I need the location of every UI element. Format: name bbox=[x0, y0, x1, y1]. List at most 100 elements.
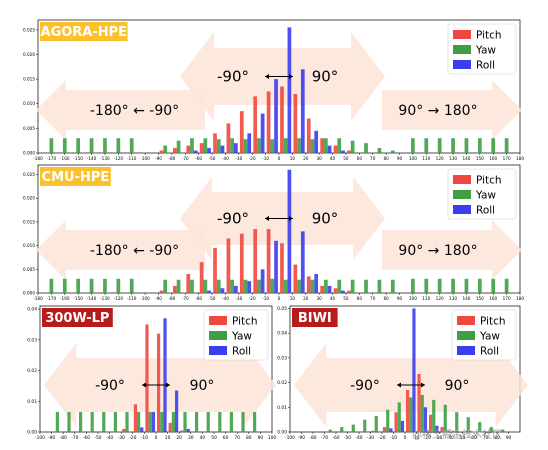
legend-swatch-yaw bbox=[453, 190, 471, 199]
bar-roll bbox=[274, 79, 278, 153]
x-tick-label: -100 bbox=[140, 296, 150, 301]
bar-roll bbox=[423, 407, 428, 432]
bar-pitch bbox=[266, 91, 271, 153]
x-tick-label: 90 bbox=[258, 435, 264, 441]
legend-label-yaw: Yaw bbox=[475, 190, 496, 202]
bar-yaw bbox=[390, 279, 395, 293]
bar-roll bbox=[207, 148, 211, 153]
legend-label-roll: Roll bbox=[232, 346, 251, 358]
x-tick-label: 70 bbox=[370, 156, 376, 161]
annotation-inner-right: 90° bbox=[445, 378, 470, 394]
bar-pitch bbox=[239, 111, 244, 153]
x-tick-label: -30 bbox=[118, 435, 125, 441]
bar-yaw bbox=[464, 138, 469, 153]
legend-label-roll: Roll bbox=[476, 60, 495, 72]
bar-yaw bbox=[310, 139, 315, 153]
bar-yaw bbox=[491, 278, 496, 293]
x-tick-label: -90 bbox=[155, 156, 162, 161]
x-tick-label: -60 bbox=[195, 296, 202, 301]
x-tick-label: -20 bbox=[249, 156, 256, 161]
bar-roll bbox=[140, 427, 144, 432]
x-ticks: -100 -90 -80 -70 -60 -50 -40 -30 -20 -10 0 10 20 30 40… bbox=[285, 432, 511, 441]
chart-title: CMU-HPE bbox=[42, 170, 110, 185]
bar-pitch bbox=[382, 427, 387, 432]
x-tick-label: 80 bbox=[246, 435, 252, 441]
bar-roll bbox=[287, 169, 292, 293]
bar-yaw bbox=[257, 279, 261, 293]
bar-yaw bbox=[136, 412, 141, 432]
bar-roll bbox=[314, 274, 319, 293]
x-tick-label: -180 bbox=[33, 156, 43, 161]
legend-label-roll: Roll bbox=[476, 205, 495, 217]
x-tick-label: -110 bbox=[127, 156, 137, 161]
x-tick-label: 80 bbox=[383, 296, 389, 301]
bar-roll bbox=[341, 150, 345, 153]
x-tick-label: -170 bbox=[47, 296, 57, 301]
x-tick-label: 140 bbox=[462, 156, 470, 161]
x-tick-label: -100 bbox=[140, 156, 150, 161]
bars bbox=[49, 27, 509, 153]
title-badge bbox=[292, 308, 338, 327]
bar-roll bbox=[389, 428, 393, 432]
x-tick-label: 70 bbox=[370, 296, 376, 301]
x-tick-label: -60 bbox=[332, 435, 339, 441]
x-tick-label: -40 bbox=[222, 296, 229, 301]
y-tick-label: 0.015 bbox=[23, 77, 35, 82]
y-tick-label: 0.025 bbox=[23, 172, 35, 177]
bar-yaw bbox=[324, 279, 328, 293]
bar-yaw bbox=[409, 397, 413, 432]
x-tick-label: 20 bbox=[303, 296, 309, 301]
bar-yaw bbox=[252, 412, 257, 432]
x-tick-label: 90 bbox=[506, 435, 512, 441]
bar-pitch bbox=[226, 123, 231, 153]
x-tick-label: 30 bbox=[188, 435, 194, 441]
x-tick-label: -70 bbox=[182, 296, 189, 301]
x-tick-label: 60 bbox=[357, 296, 363, 301]
bar-yaw bbox=[230, 279, 234, 293]
y-tick-label: 0.010 bbox=[23, 243, 35, 248]
bar-pitch bbox=[173, 285, 177, 293]
bar-pitch bbox=[159, 290, 164, 293]
x-tick-label: -100 bbox=[285, 435, 295, 441]
x-tick-label: 160 bbox=[489, 296, 497, 301]
x-tick-label: -50 bbox=[344, 435, 351, 441]
x-tick-label: 120 bbox=[436, 156, 444, 161]
bar-pitch bbox=[394, 412, 398, 432]
y-tick-label: 0.000 bbox=[23, 151, 35, 156]
bar-yaw bbox=[386, 409, 390, 432]
bar-roll bbox=[247, 281, 252, 293]
annotation-outer-right: 90° → 180° bbox=[398, 243, 477, 259]
title-badge bbox=[42, 308, 113, 327]
y-tick-label: 0.02 bbox=[27, 368, 37, 374]
bar-yaw bbox=[424, 138, 429, 153]
bar-roll bbox=[260, 113, 265, 153]
y-tick-label: 0.01 bbox=[277, 405, 287, 411]
bar-roll bbox=[175, 390, 179, 432]
y-tick-label: 0.025 bbox=[23, 27, 35, 32]
bar-roll bbox=[446, 430, 451, 432]
bar-pitch bbox=[333, 145, 338, 153]
x-tick-label: 50 bbox=[343, 156, 349, 161]
legend-label-roll: Roll bbox=[480, 346, 499, 358]
bar-roll bbox=[220, 145, 225, 153]
bar-pitch bbox=[293, 93, 298, 153]
bar-yaw bbox=[501, 429, 505, 432]
x-tick-label: -140 bbox=[87, 296, 97, 301]
y-tick-label: 0.000 bbox=[23, 291, 35, 296]
bar-yaw bbox=[411, 278, 415, 293]
x-tick-label: -50 bbox=[209, 156, 216, 161]
bar-pitch bbox=[173, 148, 177, 153]
x-tick-label: 170 bbox=[503, 156, 511, 161]
chart-title: AGORA-HPE bbox=[41, 25, 128, 40]
x-tick-label: -150 bbox=[73, 156, 83, 161]
bar-yaw bbox=[328, 429, 332, 432]
x-tick-label: 100 bbox=[268, 435, 277, 441]
x-tick-label: -90 bbox=[298, 435, 305, 441]
bar-yaw bbox=[350, 140, 355, 153]
x-tick-label: -120 bbox=[114, 296, 124, 301]
bar-pitch bbox=[213, 247, 217, 293]
x-tick-label: 70 bbox=[483, 435, 489, 441]
x-tick-label: 90 bbox=[397, 296, 403, 301]
x-tick-label: -80 bbox=[168, 156, 175, 161]
bar-yaw bbox=[176, 279, 181, 293]
